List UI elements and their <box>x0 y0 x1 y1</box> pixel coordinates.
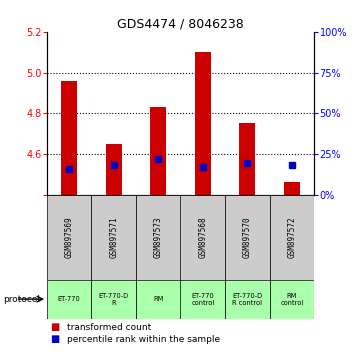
Bar <box>270 195 314 280</box>
Text: ■: ■ <box>51 322 60 332</box>
Text: GSM897572: GSM897572 <box>287 216 296 258</box>
Text: RM
control: RM control <box>280 293 304 306</box>
Bar <box>106 144 122 195</box>
Text: RM: RM <box>153 296 164 302</box>
Bar <box>151 107 166 195</box>
Text: GSM897569: GSM897569 <box>65 216 74 258</box>
Text: percentile rank within the sample: percentile rank within the sample <box>67 335 220 344</box>
Text: GSM897571: GSM897571 <box>109 216 118 258</box>
Bar <box>91 195 136 280</box>
Text: protocol: protocol <box>4 295 40 304</box>
Text: ET-770: ET-770 <box>58 296 81 302</box>
Bar <box>225 195 270 280</box>
Bar <box>225 280 270 319</box>
Bar <box>136 280 180 319</box>
Bar <box>47 195 91 280</box>
Title: GDS4474 / 8046238: GDS4474 / 8046238 <box>117 18 244 31</box>
Bar <box>195 52 210 195</box>
Text: GSM897568: GSM897568 <box>198 216 207 258</box>
Bar <box>91 280 136 319</box>
Bar <box>270 280 314 319</box>
Bar <box>239 124 255 195</box>
Text: ■: ■ <box>51 334 60 344</box>
Text: GSM897573: GSM897573 <box>154 216 163 258</box>
Bar <box>180 280 225 319</box>
Bar <box>136 195 180 280</box>
Bar <box>284 183 300 195</box>
Text: transformed count: transformed count <box>67 323 151 332</box>
Bar <box>61 81 77 195</box>
Text: ET-770
control: ET-770 control <box>191 293 214 306</box>
Bar <box>180 195 225 280</box>
Text: ET-770-D
R control: ET-770-D R control <box>232 293 262 306</box>
Bar <box>47 280 91 319</box>
Text: GSM897570: GSM897570 <box>243 216 252 258</box>
Text: ET-770-D
R: ET-770-D R <box>99 293 129 306</box>
